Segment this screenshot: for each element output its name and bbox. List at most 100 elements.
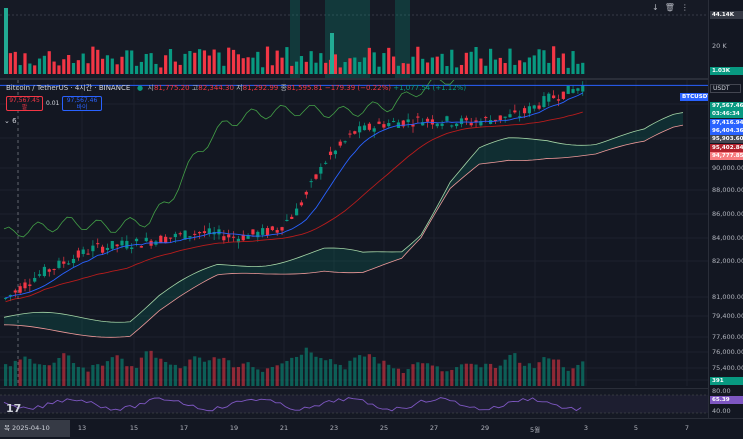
volume-bar xyxy=(561,53,565,74)
volume-bar xyxy=(149,350,153,386)
candle-body xyxy=(42,266,46,277)
volume-bar xyxy=(333,54,337,74)
volume-bar xyxy=(120,358,124,386)
candle-body xyxy=(367,123,371,130)
volume-bar xyxy=(440,53,444,74)
candle-body xyxy=(493,119,498,122)
candle-body xyxy=(227,234,231,238)
volume-bar xyxy=(518,362,522,386)
volume-bar xyxy=(270,367,274,386)
price-tag: 03:46:34 xyxy=(710,110,743,119)
time-axis-label: 5월 xyxy=(529,426,541,434)
open-label: 시 xyxy=(147,84,154,92)
volume-bar xyxy=(154,63,158,74)
volume-bar xyxy=(377,66,381,74)
volume-bar xyxy=(81,53,85,74)
volume-bar xyxy=(295,61,299,74)
candle-body xyxy=(13,290,17,293)
main-chart-pane[interactable] xyxy=(0,77,708,386)
candle-body xyxy=(319,166,323,174)
trash-icon[interactable]: 🗑 xyxy=(664,3,681,12)
candle-body xyxy=(23,282,27,289)
volume-bar xyxy=(348,58,352,74)
volume-bar xyxy=(101,365,105,386)
rsi-pane[interactable] xyxy=(0,388,708,418)
volume-bar xyxy=(8,366,13,386)
volume-bar xyxy=(91,46,95,74)
volume-bar xyxy=(159,67,163,74)
volume-bar xyxy=(241,58,245,74)
candle-body xyxy=(71,258,76,264)
arrow-down-icon[interactable]: ↓ xyxy=(652,3,665,12)
candle-body xyxy=(130,247,134,249)
candle-body xyxy=(377,121,381,124)
volume-bar xyxy=(231,49,236,74)
time-axis-label: 25 xyxy=(379,424,389,432)
volume-bar xyxy=(532,368,536,386)
volume-bar xyxy=(489,48,493,74)
volume-bar xyxy=(338,67,342,74)
more-icon[interactable]: ⋮ xyxy=(680,3,695,12)
currency-selector[interactable]: USDT xyxy=(710,84,741,93)
candle-body xyxy=(198,232,202,234)
candle-body xyxy=(164,236,168,243)
volume-bar xyxy=(338,364,342,386)
volume-bar xyxy=(503,359,507,386)
volume-bar xyxy=(333,364,337,386)
volume-bar xyxy=(188,359,192,386)
price-axis-label: 82,000.00 xyxy=(712,257,743,265)
candle-body xyxy=(547,93,551,102)
volume-bar xyxy=(474,47,478,74)
volume-bar xyxy=(4,364,8,386)
time-axis-label: 29 xyxy=(480,424,490,432)
volume-bar xyxy=(314,356,318,386)
candle-body xyxy=(299,202,304,206)
volume-bar xyxy=(173,364,177,386)
candle-body xyxy=(275,230,279,233)
volume-bar xyxy=(178,64,182,74)
volume-bar xyxy=(236,366,240,386)
indicators-toggle[interactable]: ⌄ 6 xyxy=(4,117,17,125)
buy-button[interactable]: 97,567.46 바이 xyxy=(62,96,102,111)
volume-pane[interactable] xyxy=(0,0,708,78)
tradingview-logo[interactable]: 17 xyxy=(6,402,22,415)
volume-bar xyxy=(47,365,51,386)
candle-body xyxy=(324,162,328,164)
volume-bar xyxy=(353,357,357,386)
volume-bar xyxy=(435,366,439,386)
sell-button[interactable]: 97,567.45 팔 xyxy=(6,96,43,111)
volume-bar xyxy=(18,65,22,74)
candle-body xyxy=(561,91,565,99)
volume-bar xyxy=(498,57,502,74)
volume-bar xyxy=(518,60,522,74)
volume-bar xyxy=(319,358,323,386)
volume-bar xyxy=(217,52,221,74)
candle-body xyxy=(96,243,100,245)
volume-bar xyxy=(130,50,134,74)
volume-bar xyxy=(246,362,250,386)
time-axis[interactable] xyxy=(0,418,743,439)
volume-bar xyxy=(261,371,265,386)
volume-spike xyxy=(4,8,8,74)
candle-body xyxy=(362,125,367,131)
volume-bar xyxy=(290,65,294,74)
candle-body xyxy=(18,286,22,293)
volume-bar xyxy=(227,360,231,386)
candle-body xyxy=(576,88,580,91)
volume-bar xyxy=(212,357,216,386)
symbol-title[interactable]: Bitcoin / TetherUS · 4시간 · BINANCE xyxy=(6,84,131,92)
volume-bar xyxy=(362,57,367,74)
candle-body xyxy=(33,277,37,282)
volume-bar xyxy=(445,66,449,74)
buy-label: 바이 xyxy=(76,104,88,111)
volume-bar xyxy=(134,65,139,74)
volume-axis-label: 20 K xyxy=(712,42,727,50)
symbol-legend[interactable]: Bitcoin / TetherUS · 4시간 · BINANCE ● 시81… xyxy=(6,83,466,93)
low-value: 81,292.99 xyxy=(242,84,279,92)
candle-body xyxy=(556,99,561,101)
pane-divider[interactable] xyxy=(0,78,743,80)
volume-bar xyxy=(484,363,488,386)
volume-bar xyxy=(561,367,565,386)
volume-bar xyxy=(527,363,531,386)
volume-bar xyxy=(23,356,27,386)
